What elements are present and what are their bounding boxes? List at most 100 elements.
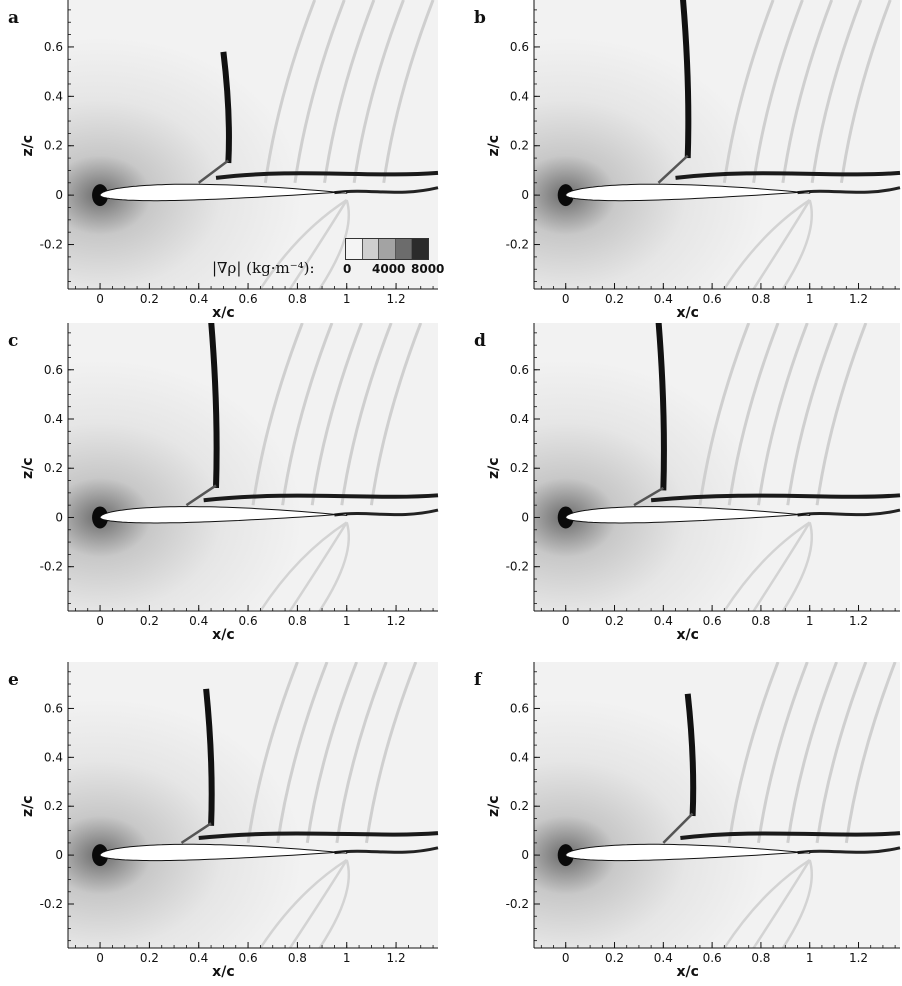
x-tick-label: 1 [343,614,351,628]
x-tick-label: 1.2 [387,951,406,965]
airfoil [99,843,348,862]
x-tick-label: 0.6 [239,614,258,628]
x-tick-label: 0.2 [605,614,624,628]
panel-a: 0 0.2 0.4 0.6 0.8 1 1.2 0.6 0.4 0.2 0 -0.2 x/c z/c [18,0,444,323]
z-tick-label: 0.6 [44,40,63,54]
acoustic-wave [810,0,863,183]
shock-wave [220,51,232,164]
x-tick-label: 1.2 [849,951,868,965]
separated-shear-layer [675,170,901,180]
x-tick-label: 0.4 [654,614,673,628]
acoustic-wave [318,522,351,612]
acoustic-wave [723,199,811,290]
density-gradient-field [534,323,900,611]
x-tick-label: 0.4 [189,614,208,628]
separated-shear-layer [650,493,901,503]
acoustic-wave [786,661,838,844]
panel-b: 0 0.2 0.4 0.6 0.8 1 1.2 0.6 0.4 0.2 0 -0.2 x/c z/c [484,0,902,323]
acoustic-wave [815,322,868,506]
shock-lambda-foot [657,154,689,184]
acoustic-wave [839,0,892,183]
z-axis-title: z/c [486,795,502,817]
x-tick-label: 0.8 [751,951,770,965]
z-tick-label: 0 [55,510,63,524]
acoustic-wave [752,859,811,949]
x-tick-label: 0.8 [288,614,307,628]
z-tick-label: -0.2 [506,897,529,911]
panel-letter-a: a [8,8,20,28]
x-tick-label: 0 [96,951,104,965]
airfoil [565,843,811,862]
colorbar-swatch [361,239,379,259]
colorbar-swatch [378,239,395,259]
acoustic-wave [844,661,897,844]
z-tick-label: 0.6 [510,40,529,54]
x-axis-title: x/c [212,627,234,643]
panel-letter-b: b [474,8,486,28]
acoustic-wave [815,661,868,844]
x-tick-label: 1 [806,292,814,306]
colorbar-swatch [411,239,428,259]
z-tick-label: 0 [55,848,63,862]
x-tick-label: 1 [806,614,814,628]
colorbar-tick-min: 0 [343,262,352,276]
x-tick-label: 1 [806,951,814,965]
x-tick-label: 0 [562,951,570,965]
airfoil [565,183,811,202]
z-tick-label: 0.2 [510,799,529,813]
z-tick-label: 0.2 [44,139,63,153]
panel-c: 0 0.2 0.4 0.6 0.8 1 1.2 0.6 0.4 0.2 0 -0.2 x/c z/c [18,320,444,645]
panel-letter-f: f [474,670,482,690]
x-tick-label: 0.4 [654,292,673,306]
z-axis-title: z/c [486,457,502,479]
acoustic-wave [727,661,780,844]
z-tick-label: 0.4 [44,89,63,103]
acoustic-wave [259,521,348,612]
panel-f: 0 0.2 0.4 0.6 0.8 1 1.2 0.6 0.4 0.2 0 -0.2 x/c z/c [484,661,902,982]
x-tick-label: 0.6 [703,951,722,965]
acoustic-wave [364,661,418,844]
x-tick-label: 0.8 [288,292,307,306]
z-tick-label: 0.4 [44,412,63,426]
x-tick-label: 0.2 [605,951,624,965]
acoustic-wave [352,0,405,183]
z-tick-label: 0.2 [44,799,63,813]
colorbar-tick-max: 8000 [411,262,445,276]
panel-letter-d: d [474,331,486,351]
z-tick-label: 0.4 [44,750,63,764]
shock-lambda-foot [197,159,230,184]
z-tick-label: -0.2 [506,560,529,574]
acoustic-wave [781,859,814,949]
acoustic-wave [698,322,751,506]
z-tick-label: -0.2 [40,897,63,911]
z-tick-label: -0.2 [506,238,529,252]
acoustic-wave [781,522,814,612]
acoustic-wave [251,322,304,506]
acoustic-wave [756,661,809,844]
acoustic-wave [318,859,351,949]
density-gradient-field [534,0,900,289]
z-tick-label: 0 [521,188,529,202]
panel-plot-c: 0 0.2 0.4 0.6 0.8 1 1.2 0.6 0.4 0.2 0 -0.2 x/c z/c [20,320,439,643]
z-tick-label: -0.2 [40,238,63,252]
x-tick-label: 0.8 [751,614,770,628]
acoustic-wave [310,322,363,506]
z-tick-label: 0 [55,188,63,202]
x-axis-title: x/c [676,305,698,321]
shock-wave [655,320,667,491]
density-gradient-field [68,662,438,948]
shock-lambda-foot [633,486,664,507]
acoustic-wave [263,0,317,183]
x-tick-label: 0 [96,292,104,306]
panel-e: 0 0.2 0.4 0.6 0.8 1 1.2 0.6 0.4 0.2 0 -0.2 x/c z/c [18,661,444,982]
x-tick-label: 1.2 [849,614,868,628]
panel-d: 0 0.2 0.4 0.6 0.8 1 1.2 0.6 0.4 0.2 0 -0.2 x/c z/c [484,320,902,645]
panel-plot-f: 0 0.2 0.4 0.6 0.8 1 1.2 0.6 0.4 0.2 0 -0.2 x/c z/c [486,661,901,980]
x-tick-label: 1 [343,951,351,965]
acoustic-wave [369,322,423,506]
acoustic-wave [305,661,358,844]
z-tick-label: 0.2 [44,461,63,475]
acoustic-wave [756,322,809,506]
acoustic-wave [323,0,376,183]
acoustic-wave [246,661,299,844]
